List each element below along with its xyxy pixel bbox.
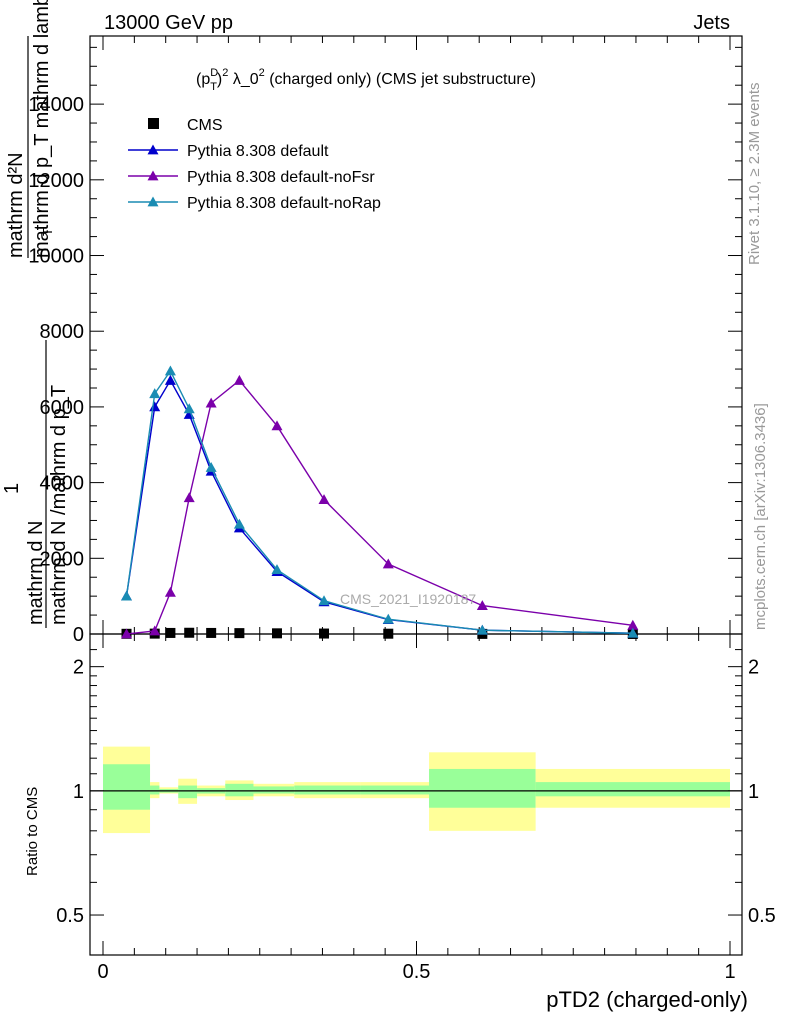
series-point <box>382 613 394 624</box>
ylabel-sub-t: T <box>40 228 55 236</box>
y-tick-label: 10000 <box>28 246 84 268</box>
ylabel-den-main: mathrm d p_T mathrm d lambda <box>31 0 53 258</box>
legend-label: Pythia 8.308 default <box>187 143 329 160</box>
series-point <box>183 403 195 414</box>
series-point <box>149 388 161 399</box>
x-tick-label: 0 <box>97 961 108 983</box>
series-2 <box>121 374 639 639</box>
ratio-band-inner <box>535 782 730 797</box>
rivet-label: Rivet 3.1.10, ≥ 2.3M events <box>746 83 763 266</box>
series-point <box>318 595 330 606</box>
series-point <box>476 600 488 611</box>
data-point <box>165 627 176 638</box>
data-point <box>234 628 245 639</box>
series-point <box>164 586 176 597</box>
ylabel-one: 1 <box>1 483 23 494</box>
legend-label: Pythia 8.308 default-noFsr <box>187 169 375 186</box>
legend-entry: Pythia 8.308 default-noRap <box>128 195 381 212</box>
title-sub-t: T <box>210 81 217 93</box>
legend-marker <box>147 144 159 155</box>
x-axis-label: pTD2 (charged-only) <box>546 987 748 1012</box>
series-point <box>121 590 133 601</box>
legend-marker <box>148 118 159 129</box>
series-point <box>271 564 283 575</box>
legend-entry: Pythia 8.308 default <box>128 143 329 160</box>
ratio-band-inner <box>253 786 295 794</box>
series-point <box>318 494 330 505</box>
header-left-label: 13000 GeV pp <box>104 12 233 34</box>
series-0 <box>121 627 638 639</box>
ratio-bands <box>103 746 730 834</box>
legend-label: CMS <box>187 117 223 134</box>
ylabel-num-main: mathrm d²N <box>5 152 27 258</box>
title-lambda: λ_0 <box>228 71 258 88</box>
legend-marker <box>147 196 159 207</box>
header-right-label: Jets <box>693 12 730 34</box>
ylabel-frac-num: mathrm d N <box>25 521 47 625</box>
series-point <box>149 625 161 636</box>
y-tick-label: 0 <box>73 624 84 646</box>
mcplots-label: mcplots.cern.ch [arXiv:1306.3436] <box>752 403 769 630</box>
y-tick-label: 4000 <box>40 473 85 495</box>
series-point <box>121 628 133 639</box>
ratio-tick-label: 2 <box>73 657 84 679</box>
watermark-label: CMS_2021_I1920187 <box>340 591 476 607</box>
plot-title: (pD T)2 λ_02 (charged only) (CMS jet subs… <box>196 67 536 93</box>
data-point <box>319 628 330 639</box>
legend: CMS Pythia 8.308 default Pythia 8.308 defa… <box>128 117 381 212</box>
y-tick-label: 12000 <box>28 170 84 192</box>
title-sup-2a: 2 <box>222 67 228 79</box>
data-point <box>271 628 282 639</box>
ratio-tick-label-right: 2 <box>748 657 759 679</box>
series-point <box>183 492 195 503</box>
legend-marker <box>147 170 159 181</box>
y-tick-label: 8000 <box>40 321 85 343</box>
ratio-tick-label: 1 <box>73 781 84 803</box>
ratio-band-inner <box>150 785 160 795</box>
series-point <box>205 397 217 408</box>
series-point <box>476 624 488 635</box>
series-3 <box>121 365 639 638</box>
ratio-ylabel: Ratio to CMS <box>24 787 41 876</box>
legend-entry: Pythia 8.308 default-noFsr <box>128 169 375 186</box>
title-sup-2b: 2 <box>259 67 265 79</box>
ratio-band-inner <box>103 764 151 810</box>
series-point <box>164 374 176 385</box>
data-point <box>184 627 195 638</box>
series-point <box>205 461 217 472</box>
ratio-band-inner <box>360 785 430 795</box>
legend-label: Pythia 8.308 default-noRap <box>187 195 381 212</box>
series-point <box>233 518 245 529</box>
ratio-band-inner <box>178 785 198 799</box>
ratio-band-inner <box>225 783 254 797</box>
x-tick-label: 1 <box>724 961 735 983</box>
series-point <box>149 401 161 412</box>
ratio-tick-label-right: 0.5 <box>748 905 776 927</box>
title-close: ) <box>217 71 222 88</box>
y-tick-label: 2000 <box>40 548 85 570</box>
data-point <box>383 628 394 639</box>
title-sup-d: D <box>210 67 218 79</box>
title-p: (p <box>196 71 210 88</box>
data-point <box>206 627 217 638</box>
series-point <box>627 627 639 638</box>
legend-entry: CMS <box>148 117 223 134</box>
series-point <box>627 619 639 630</box>
series-point <box>271 420 283 431</box>
series-point <box>233 374 245 385</box>
title-rest: (charged only) (CMS jet substructure) <box>265 71 536 88</box>
y-tick-label: 14000 <box>28 94 84 116</box>
y-tick-label: 6000 <box>40 397 85 419</box>
axes: 0 2000 4000 6000 8000 10000 12000 14000 0.5 0.5 1 1… <box>28 35 776 983</box>
x-tick-label: 0.5 <box>403 961 431 983</box>
ratio-tick-label-right: 1 <box>748 781 759 803</box>
series-point <box>164 365 176 376</box>
ratio-tick-label: 0.5 <box>56 905 84 927</box>
ylabel-frac-den: mathrm d N /mathrm d p_T <box>48 385 70 625</box>
ratio-band-inner <box>294 785 361 795</box>
series-point <box>382 558 394 569</box>
ratio-band-inner <box>429 768 536 808</box>
series-group <box>121 365 639 639</box>
